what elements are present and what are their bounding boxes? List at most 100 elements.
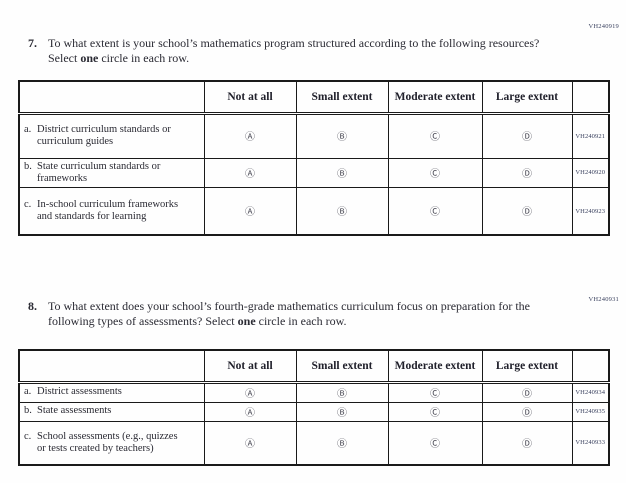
q8-row-a-label-cell: a. District assessments — [18, 381, 205, 403]
question-8-text-pre: To what extent does your school’s fourth… — [48, 299, 531, 328]
q7-row-b-cell-moderate-extent: Ⓒ — [387, 157, 483, 188]
q7-row-c-label: In-school curriculum frameworks and stan… — [37, 198, 179, 223]
question-7-text-post: circle in each row. — [98, 51, 190, 65]
q7-row-a-cell-small-extent: Ⓑ — [295, 112, 389, 159]
q7-row-a-option-b-circle[interactable]: Ⓑ — [337, 132, 347, 143]
q7-row-b-option-b-circle[interactable]: Ⓑ — [337, 168, 347, 180]
q8-row-b-option-b-circle[interactable]: Ⓑ — [337, 407, 347, 419]
q7-row-c-code: VH240923 — [571, 186, 610, 236]
q8-header-not-at-all: Not at all — [203, 349, 297, 384]
q8-row-a-code: VH240934 — [571, 381, 610, 403]
q8-row-b-label-cell: b. State assessments — [18, 401, 205, 422]
question-7-number: 7. — [28, 36, 37, 50]
q8-row-c-option-a-circle[interactable]: Ⓐ — [245, 438, 255, 450]
q7-row-c-letter: c. — [24, 198, 32, 210]
q7-row-b-letter: b. — [24, 160, 32, 172]
q7-row-a-option-c-circle[interactable]: Ⓒ — [430, 132, 440, 143]
q7-row-b-cell-small-extent: Ⓑ — [295, 157, 389, 188]
question-8-prompt: 8. To what extent does your school’s fou… — [28, 299, 558, 329]
question-7-text-bold: one — [80, 51, 99, 65]
q7-row-a-cell-large-extent: Ⓓ — [481, 112, 573, 159]
q7-row-a: a. District curriculum standards or curri… — [18, 112, 610, 159]
q8-row-b-cell-not-at-all: Ⓐ — [203, 401, 297, 422]
q8-row-c-letter: c. — [24, 430, 32, 442]
q8-row-c-label-cell: c. School assessments (e.g., quizzes or t… — [18, 420, 205, 466]
q8-row-a-option-d-circle[interactable]: Ⓓ — [522, 388, 532, 400]
q8-row-b-cell-moderate-extent: Ⓒ — [387, 401, 483, 422]
q7-row-b-option-c-circle[interactable]: Ⓒ — [430, 168, 440, 180]
q8-row-b-cell-small-extent: Ⓑ — [295, 401, 389, 422]
question-8-text: To what extent does your school’s fourth… — [48, 299, 548, 329]
q7-row-a-option-a-circle[interactable]: Ⓐ — [245, 132, 255, 143]
q8-row-a-cell-not-at-all: Ⓐ — [203, 381, 297, 403]
q8-row-c: c. School assessments (e.g., quizzes or t… — [18, 420, 610, 466]
q8-row-c-label: School assessments (e.g., quizzes or tes… — [37, 430, 178, 454]
q8-header-small-extent: Small extent — [295, 349, 389, 384]
q7-row-b: b. State curriculum standards or framewor… — [18, 157, 610, 188]
question-8-text-post: circle in each row. — [255, 314, 347, 328]
q7-row-c-option-a-circle[interactable]: Ⓐ — [245, 207, 255, 219]
q8-header-code-empty — [571, 349, 610, 384]
q8-row-a-option-a-circle[interactable]: Ⓐ — [245, 388, 255, 400]
q8-row-b-option-a-circle[interactable]: Ⓐ — [245, 407, 255, 419]
q8-row-c-cell-moderate-extent: Ⓒ — [387, 420, 483, 466]
q8-row-b-option-d-circle[interactable]: Ⓓ — [522, 407, 532, 419]
q8-row-b-label: State assessments — [37, 405, 112, 417]
q8-row-c-option-d-circle[interactable]: Ⓓ — [522, 438, 532, 450]
q8-row-c-cell-large-extent: Ⓓ — [481, 420, 573, 466]
q8-header-row: Not at all Small extent Moderate extent … — [18, 349, 610, 384]
q8-row-b-letter: b. — [24, 405, 32, 417]
q7-row-c-cell-not-at-all: Ⓐ — [203, 186, 297, 236]
q8-row-c-cell-not-at-all: Ⓐ — [203, 420, 297, 466]
q7-row-c-option-c-circle[interactable]: Ⓒ — [430, 207, 440, 219]
q7-row-b-cell-not-at-all: Ⓐ — [203, 157, 297, 188]
question-8-table: Not at all Small extent Moderate extent … — [18, 349, 610, 466]
question-7-prompt: 7. To what extent is your school’s mathe… — [28, 36, 558, 66]
question-8-text-bold: one — [237, 314, 256, 328]
q8-row-a-option-c-circle[interactable]: Ⓒ — [430, 388, 440, 400]
q7-row-a-label: District curriculum standards or curricu… — [37, 123, 171, 147]
q8-row-a-cell-small-extent: Ⓑ — [295, 381, 389, 403]
q7-row-c-option-b-circle[interactable]: Ⓑ — [337, 207, 347, 219]
q7-row-a-option-d-circle[interactable]: Ⓓ — [522, 132, 532, 143]
question-8-code: VH240931 — [588, 296, 619, 303]
q7-row-c-cell-moderate-extent: Ⓒ — [387, 186, 483, 236]
q7-row-b-cell-large-extent: Ⓓ — [481, 157, 573, 188]
q8-row-a-letter: a. — [24, 386, 32, 398]
q7-row-c-cell-small-extent: Ⓑ — [295, 186, 389, 236]
q8-header-empty — [18, 349, 205, 384]
question-8-number: 8. — [28, 299, 37, 313]
q7-row-a-code: VH240921 — [571, 112, 610, 159]
q8-row-a-cell-large-extent: Ⓓ — [481, 381, 573, 403]
q8-row-a-option-b-circle[interactable]: Ⓑ — [337, 388, 347, 400]
question-7-table: Not at all Small extent Moderate extent … — [18, 80, 610, 237]
q7-row-c-option-d-circle[interactable]: Ⓓ — [522, 207, 532, 219]
q8-row-b-option-c-circle[interactable]: Ⓒ — [430, 407, 440, 419]
q7-row-a-letter: a. — [24, 123, 32, 135]
q8-header-large-extent: Large extent — [481, 349, 573, 384]
q7-row-a-label-cell: a. District curriculum standards or curri… — [18, 112, 205, 159]
q7-row-a-cell-moderate-extent: Ⓒ — [387, 112, 483, 159]
q7-header-small-extent: Small extent — [295, 80, 389, 115]
q8-row-c-option-c-circle[interactable]: Ⓒ — [430, 438, 440, 450]
q8-row-a: a. District assessments Ⓐ Ⓑ Ⓒ Ⓓ VH240934 — [18, 381, 610, 403]
q7-row-c: c. In-school curriculum frameworks and st… — [18, 186, 610, 236]
q8-header-moderate-extent: Moderate extent — [387, 349, 483, 384]
question-7-code: VH240919 — [588, 23, 619, 30]
q7-row-b-option-d-circle[interactable]: Ⓓ — [522, 168, 532, 180]
q7-header-not-at-all: Not at all — [203, 80, 297, 115]
q7-row-b-label: State curriculum standards or frameworks — [37, 160, 161, 184]
q8-row-c-code: VH240933 — [571, 420, 610, 466]
q7-row-b-code: VH240920 — [571, 157, 610, 188]
q7-row-c-cell-large-extent: Ⓓ — [481, 186, 573, 236]
question-7-text-pre: To what extent is your school’s mathemat… — [48, 36, 540, 65]
q8-row-c-option-b-circle[interactable]: Ⓑ — [337, 438, 347, 450]
q8-row-a-cell-moderate-extent: Ⓒ — [387, 381, 483, 403]
q8-row-b-cell-large-extent: Ⓓ — [481, 401, 573, 422]
q7-row-b-option-a-circle[interactable]: Ⓐ — [245, 168, 255, 180]
q8-row-c-cell-small-extent: Ⓑ — [295, 420, 389, 466]
question-7-text: To what extent is your school’s mathemat… — [48, 36, 548, 66]
q7-header-empty — [18, 80, 205, 115]
q7-header-code-empty — [571, 80, 610, 115]
